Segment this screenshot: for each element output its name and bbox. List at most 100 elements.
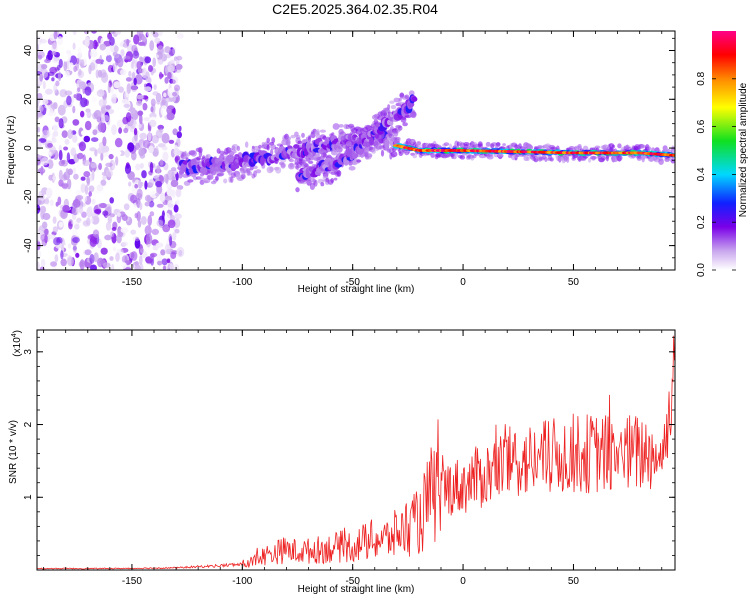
heatmap-cell bbox=[72, 244, 77, 253]
heatmap-cell bbox=[167, 200, 174, 211]
heatmap-cell bbox=[384, 139, 390, 149]
heatmap-cell bbox=[81, 130, 87, 136]
heatmap-cell bbox=[120, 227, 129, 233]
heatmap-cell bbox=[127, 172, 135, 179]
heatmap-cell bbox=[38, 105, 44, 114]
heatmap-cell bbox=[320, 152, 328, 158]
heatmap-cell bbox=[215, 175, 219, 181]
heatmap-cell bbox=[172, 128, 178, 136]
heatmap-cell bbox=[44, 104, 52, 109]
heatmap-cell bbox=[130, 107, 136, 115]
heatmap-cell bbox=[49, 199, 54, 207]
heatmap-cell bbox=[162, 265, 167, 270]
heatmap-cell bbox=[115, 156, 119, 166]
heatmap-cell bbox=[412, 154, 418, 159]
heatmap-cell bbox=[136, 100, 143, 106]
heatmap-cell bbox=[169, 236, 173, 246]
heatmap-cell bbox=[89, 254, 95, 264]
heatmap-cell bbox=[153, 84, 157, 90]
heatmap-cell bbox=[61, 159, 68, 167]
heatmap-cell bbox=[162, 151, 169, 162]
heatmap-cell bbox=[148, 65, 153, 72]
heatmap-cell bbox=[134, 264, 141, 270]
heatmap-cell bbox=[113, 45, 119, 53]
snr-x-label: Height of straight line (km) bbox=[298, 584, 415, 595]
heatmap-cell bbox=[173, 204, 179, 213]
heatmap-cell bbox=[159, 159, 164, 166]
heatmap-cell bbox=[90, 264, 97, 270]
heatmap-cell bbox=[75, 189, 82, 196]
heatmap-cell bbox=[103, 60, 109, 66]
heatmap-cell bbox=[133, 127, 138, 136]
heatmap-cell bbox=[92, 39, 98, 50]
heatmap-cell bbox=[155, 192, 160, 197]
heatmap-cell bbox=[57, 71, 62, 82]
heatmap-cell bbox=[135, 236, 140, 242]
heatmap-cell bbox=[178, 250, 183, 256]
heatmap-cell bbox=[178, 125, 182, 132]
heatmap-cell bbox=[51, 55, 60, 64]
heatmap-cell bbox=[109, 213, 115, 218]
heatmap-cell bbox=[41, 64, 48, 70]
heatmap-cell bbox=[141, 251, 148, 259]
heatmap-cell bbox=[154, 37, 161, 44]
heatmap-cell bbox=[169, 263, 174, 270]
heatmap-cell bbox=[128, 181, 132, 187]
heatmap-cell bbox=[115, 31, 121, 35]
heatmap-cell bbox=[81, 211, 87, 218]
heatmap-cell bbox=[338, 124, 344, 128]
heatmap-cell bbox=[175, 171, 179, 181]
heatmap-cell bbox=[125, 112, 132, 123]
heatmap-cell bbox=[95, 58, 102, 64]
heatmap-cell bbox=[165, 173, 169, 185]
heatmap-cell bbox=[159, 192, 166, 203]
heatmap-cell bbox=[54, 116, 60, 123]
heatmap-cell bbox=[485, 141, 491, 147]
heatmap-cell bbox=[605, 155, 609, 162]
heatmap-cell bbox=[76, 57, 80, 65]
heatmap-cell bbox=[39, 73, 44, 82]
heatmap-cell bbox=[125, 77, 132, 82]
heatmap-data bbox=[37, 31, 675, 270]
heatmap-cell bbox=[99, 43, 106, 51]
heatmap-cell bbox=[172, 231, 177, 241]
heatmap-cell bbox=[61, 174, 67, 181]
heatmap-cell bbox=[114, 137, 123, 148]
heatmap-cell bbox=[157, 45, 164, 55]
heatmap-cell bbox=[47, 151, 52, 159]
heatmap-cell bbox=[150, 98, 156, 107]
heatmap-cell bbox=[130, 229, 137, 235]
heatmap-cell bbox=[115, 59, 119, 66]
heatmap-cell bbox=[142, 36, 147, 42]
colorbar-tick-label: 0.0 bbox=[696, 263, 707, 277]
heatmap-cell bbox=[199, 177, 205, 181]
svg-text:(x104): (x104) bbox=[11, 330, 23, 357]
heatmap-cell bbox=[58, 169, 63, 181]
heatmap-cell bbox=[176, 55, 183, 61]
heatmap-cell bbox=[179, 169, 185, 175]
heatmap-cell bbox=[80, 183, 86, 194]
heatmap-cell bbox=[319, 129, 326, 133]
heatmap-cell bbox=[266, 144, 270, 151]
heatmap-cell bbox=[140, 216, 147, 225]
heatmap-cell bbox=[368, 153, 373, 157]
heatmap-cell bbox=[63, 146, 69, 151]
heatmap-cell bbox=[397, 101, 403, 105]
heatmap-cell bbox=[133, 77, 137, 86]
heatmap-cell bbox=[109, 197, 114, 204]
heatmap-cell bbox=[566, 156, 570, 163]
heatmap-cell bbox=[136, 188, 143, 199]
heatmap-cell bbox=[90, 162, 97, 169]
y-tick-label: -40 bbox=[23, 238, 34, 253]
heatmap-cell bbox=[153, 54, 159, 59]
heatmap-cell bbox=[102, 175, 107, 180]
heatmap-cell bbox=[82, 194, 87, 203]
heatmap-cell bbox=[271, 137, 276, 144]
heatmap-cell bbox=[156, 219, 164, 227]
heatmap-cell bbox=[336, 170, 342, 177]
heatmap-cell bbox=[128, 70, 132, 77]
heatmap-cell bbox=[219, 172, 225, 176]
heatmap-cell bbox=[288, 158, 294, 163]
heatmap-cell bbox=[102, 136, 107, 147]
heatmap-cell bbox=[636, 155, 642, 160]
